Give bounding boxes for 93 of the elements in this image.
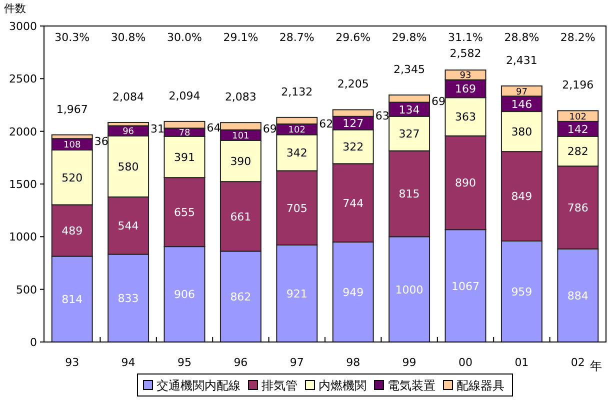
legend-label: 配線器具 <box>456 378 504 392</box>
data-label: 661 <box>230 210 252 224</box>
y-tick-label: 0 <box>30 336 37 349</box>
legend-label: 電気装置 <box>388 378 436 392</box>
x-tick-label: 96 <box>234 356 248 369</box>
y-tick-label: 2000 <box>9 125 37 138</box>
data-label: 102 <box>569 112 586 122</box>
data-label: 884 <box>567 289 588 302</box>
y-tick-label: 500 <box>16 283 37 296</box>
x-tick-label: 99 <box>402 356 416 369</box>
total-label: 2,582 <box>450 47 482 60</box>
data-label: 705 <box>286 202 308 215</box>
x-axis-title: 年 <box>590 359 602 373</box>
data-label: 146 <box>511 98 532 111</box>
data-label: 101 <box>232 131 250 142</box>
x-tick-label: 94 <box>121 356 136 369</box>
annotation: 28.8% <box>504 31 540 44</box>
y-tick-label: 1000 <box>9 230 37 244</box>
y-tick-label: 2500 <box>9 72 37 86</box>
data-label: 815 <box>398 188 420 201</box>
x-tick-label: 95 <box>178 356 192 369</box>
annotation: 29.6% <box>336 31 371 44</box>
legend-label: 交通機関内配線 <box>156 378 240 392</box>
data-label: 786 <box>567 201 588 214</box>
data-label: 134 <box>398 103 420 116</box>
x-tick-label: 98 <box>346 356 360 369</box>
total-label: 2,205 <box>337 78 369 91</box>
legend-label: 排気管 <box>262 378 298 392</box>
data-label: 1067 <box>452 280 480 293</box>
annotation: 30.8% <box>110 31 146 44</box>
data-label: 489 <box>62 224 83 238</box>
data-label: 862 <box>230 290 252 304</box>
data-label: 142 <box>567 122 588 136</box>
x-tick-label: 01 <box>514 356 529 369</box>
data-label: 833 <box>118 292 139 306</box>
total-label: 2,083 <box>224 90 256 104</box>
data-label: 282 <box>567 145 588 158</box>
data-label: 391 <box>174 150 195 164</box>
total-label: 2,132 <box>281 85 313 98</box>
x-tick-label: 93 <box>65 356 80 369</box>
annotation: 30.0% <box>167 31 202 44</box>
annotation: 31.1% <box>448 31 483 44</box>
data-label: 63 <box>375 110 390 123</box>
total-label: 2,431 <box>506 54 538 67</box>
data-label: 97 <box>516 87 528 98</box>
total-label: 2,196 <box>562 78 594 92</box>
data-label: 127 <box>342 117 364 130</box>
total-label: 2,345 <box>394 62 426 76</box>
data-label: 64 <box>206 121 221 134</box>
total-label: 2,084 <box>112 90 144 104</box>
data-label: 363 <box>455 110 476 124</box>
data-label: 69 <box>262 122 277 136</box>
legend-label: 内燃機関 <box>318 378 366 392</box>
data-label: 327 <box>398 128 420 141</box>
x-tick-label: 00 <box>458 356 472 369</box>
annotation: 28.7% <box>279 31 314 44</box>
annotation: 28.2% <box>560 31 596 44</box>
data-label: 169 <box>455 82 476 96</box>
data-label: 342 <box>286 146 308 160</box>
data-label: 1000 <box>395 283 424 296</box>
y-tick-label: 1500 <box>9 178 37 191</box>
data-label: 544 <box>118 220 139 233</box>
annotation: 29.8% <box>392 31 427 44</box>
data-label: 380 <box>511 126 532 139</box>
data-label: 31 <box>150 122 165 136</box>
data-label: 906 <box>174 288 195 302</box>
data-label: 520 <box>62 171 83 184</box>
data-label: 890 <box>455 176 476 190</box>
annotation: 30.3% <box>54 31 90 44</box>
data-label: 849 <box>511 190 532 204</box>
x-tick-label: 02 <box>570 356 585 369</box>
data-label: 390 <box>230 154 252 168</box>
total-label: 1,967 <box>56 102 88 116</box>
data-label: 69 <box>432 94 446 108</box>
data-label: 744 <box>342 196 364 210</box>
total-label: 2,094 <box>168 89 200 102</box>
data-label: 93 <box>460 71 472 82</box>
data-label: 96 <box>122 127 134 138</box>
data-label: 814 <box>62 293 83 306</box>
data-label: 580 <box>118 160 139 174</box>
data-label: 921 <box>286 287 308 300</box>
y-tick-label: 3000 <box>9 20 37 33</box>
data-label: 62 <box>319 117 334 130</box>
x-tick-label: 97 <box>290 356 304 369</box>
data-label: 322 <box>342 140 364 154</box>
y-axis-title: 件数 <box>4 2 26 15</box>
data-label: 959 <box>511 285 532 298</box>
data-label: 655 <box>174 206 195 220</box>
data-label: 949 <box>342 286 364 299</box>
data-label: 102 <box>288 126 306 136</box>
data-label: 108 <box>64 140 81 151</box>
annotation: 29.1% <box>223 31 258 44</box>
data-label: 78 <box>178 128 190 139</box>
